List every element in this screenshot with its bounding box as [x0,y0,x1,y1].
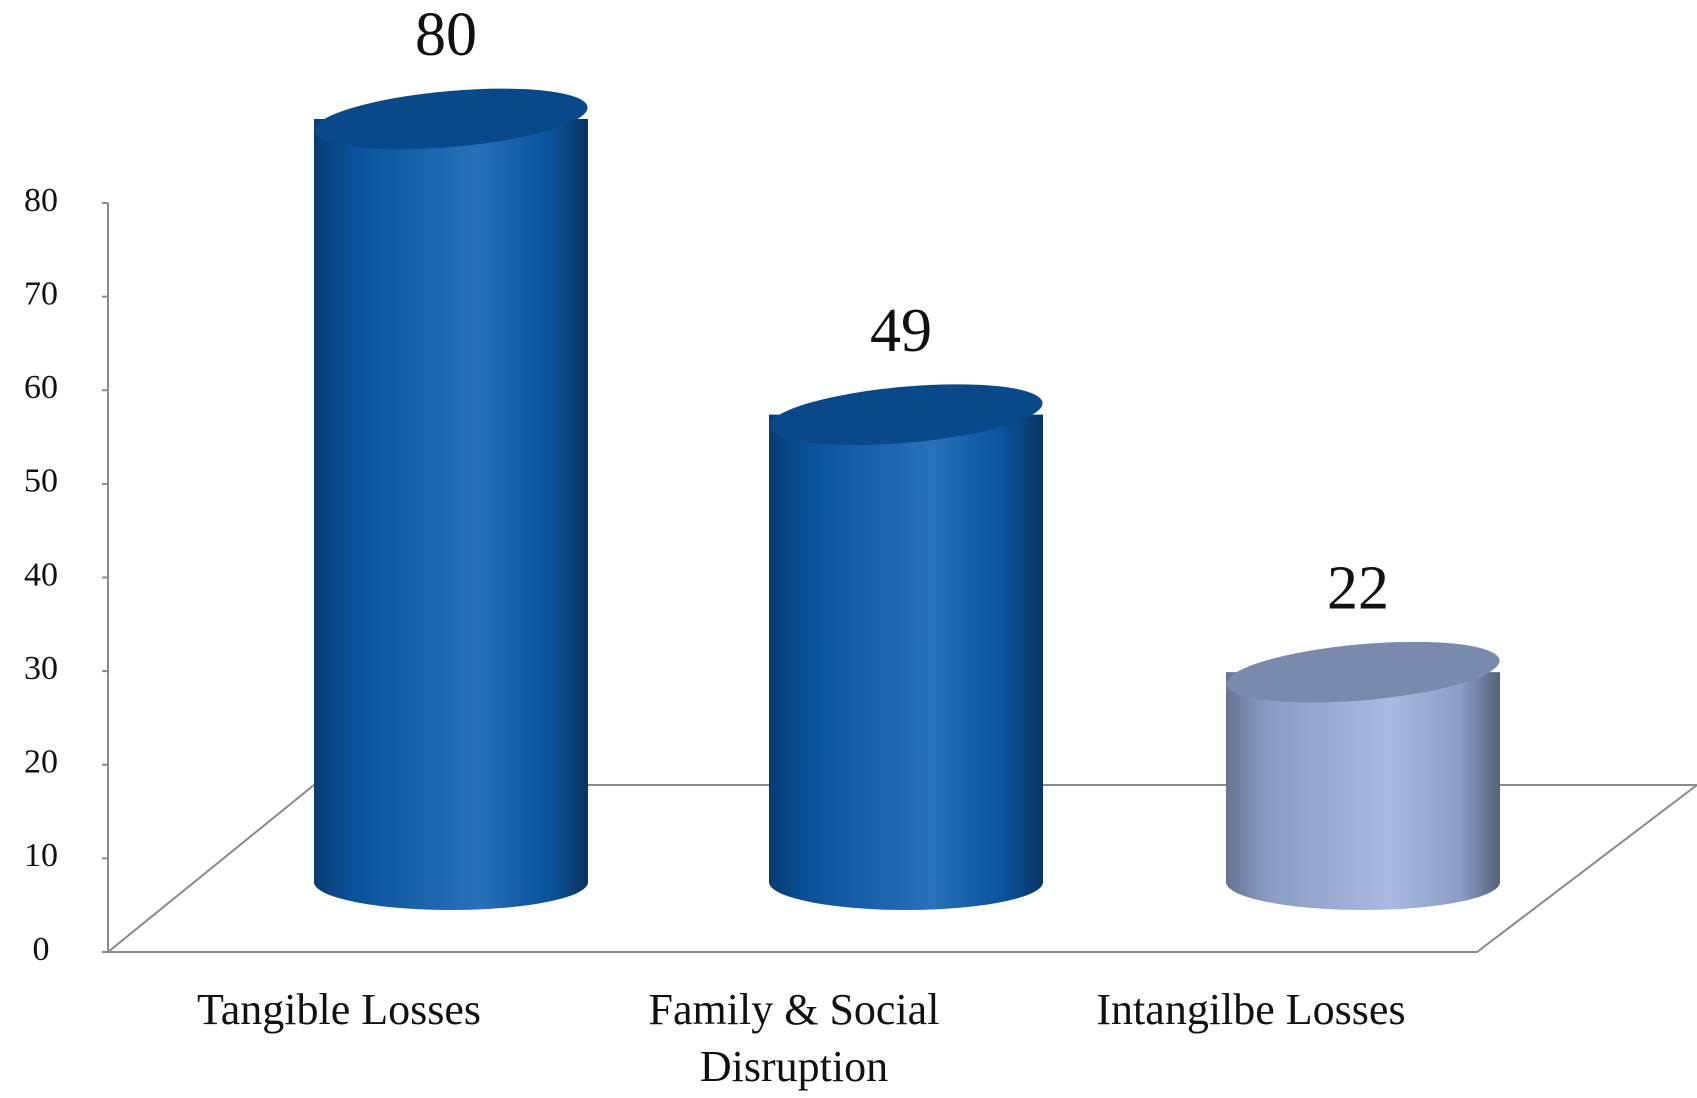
bar-top [769,384,1043,446]
y-tick-label: 60 [24,369,58,406]
bar-top-shade [769,384,1043,446]
x-tick-label: Tangible Losses [197,985,481,1034]
y-tick-label: 50 [24,463,58,500]
value-label: 80 [415,1,477,69]
y-tick-label: 0 [33,931,50,968]
bar-top-shade [314,88,588,150]
x-tick-label: Family & Social Disruption [649,985,940,1091]
bar-shade [769,414,1043,882]
value-label: 22 [1327,554,1389,622]
bar-top-shade [1226,641,1500,703]
y-tick-label: 20 [24,744,58,781]
y-tick-label: 40 [24,556,58,593]
bar-shade [1226,672,1500,882]
bar-top [314,88,588,150]
bar-shade [314,119,588,882]
y-tick-label: 10 [24,837,58,874]
y-tick-label: 30 [24,650,58,687]
y-tick-label: 80 [24,182,58,219]
x-tick-label: Intangilbe Losses [1096,985,1405,1034]
bar-top [1226,641,1500,703]
y-tick-label: 70 [24,275,58,312]
value-label: 49 [870,297,932,365]
